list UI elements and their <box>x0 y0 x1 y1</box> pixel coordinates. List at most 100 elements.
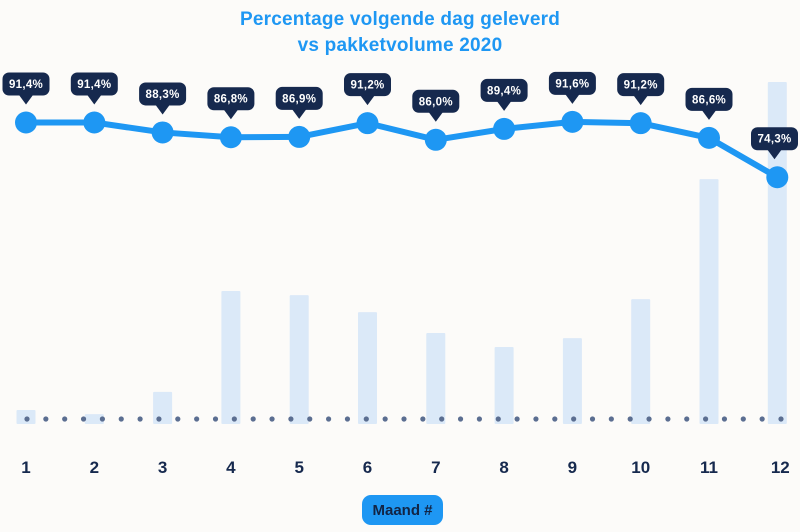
baseline-dot <box>99 416 105 422</box>
volume-bar <box>153 391 173 424</box>
baseline-dot <box>495 416 501 422</box>
callout-bubble <box>207 87 255 111</box>
baseline-dot <box>80 416 87 422</box>
baseline-dot <box>43 416 49 422</box>
baseline-dot <box>307 416 313 422</box>
baseline-dot <box>118 416 124 422</box>
line-point <box>356 112 379 135</box>
baseline-dot <box>703 416 709 422</box>
callout-value: 89,4% <box>487 85 521 97</box>
value-callout: 91,4% <box>2 72 50 105</box>
volume-bars <box>16 82 787 424</box>
baseline-dot <box>194 416 200 422</box>
callout-bubble <box>344 73 391 97</box>
baseline-dot <box>589 416 596 422</box>
x-axis-labels: 1 2 3 4 5 6 7 8 9 10 11 12 <box>21 458 789 477</box>
x-axis-label: 4 <box>226 458 236 477</box>
dotted-baseline <box>24 416 784 422</box>
callout-bubble <box>2 72 50 96</box>
callout-tail <box>292 109 307 119</box>
line-point <box>288 125 311 148</box>
line-point <box>629 112 652 135</box>
baseline-dot <box>778 416 784 422</box>
percentage-line <box>23 118 781 181</box>
volume-bar <box>426 333 446 424</box>
x-axis-label: 8 <box>499 458 508 477</box>
baseline-dot <box>684 416 690 422</box>
baseline-dot <box>665 416 671 422</box>
baseline-dot <box>156 416 162 422</box>
callout-value: 91,4% <box>77 79 111 91</box>
callout-value: 88,3% <box>146 89 180 101</box>
line-point <box>151 121 174 144</box>
value-callout: 88,3% <box>139 82 187 115</box>
callout-value: 86,0% <box>419 96 453 108</box>
chart-title-line1: Percentage volgende dag geleverd <box>239 9 560 30</box>
volume-bar <box>289 295 309 424</box>
x-axis-label: 10 <box>631 458 650 477</box>
value-callout: 74,3% <box>751 127 798 160</box>
callout-bubble <box>412 89 460 113</box>
baseline-dot <box>721 416 728 422</box>
callout-bubble <box>685 87 733 111</box>
baseline-dot <box>401 416 407 422</box>
callout-bubble <box>139 82 187 106</box>
baseline-dot <box>62 416 68 422</box>
baseline-dot <box>326 416 332 422</box>
line-point <box>424 128 447 151</box>
x-axis-title-badge: Maand # <box>362 495 443 525</box>
baseline-dot <box>137 416 143 422</box>
callout-tail <box>565 94 580 104</box>
baseline-dot <box>457 416 464 422</box>
baseline-dot <box>24 416 30 422</box>
volume-bar <box>84 414 104 424</box>
callout-tail <box>155 104 170 115</box>
callout-value: 91,4% <box>9 79 43 91</box>
callout-tail <box>360 95 375 106</box>
x-axis-label: 5 <box>294 458 303 477</box>
baseline-dot <box>382 416 388 422</box>
baseline-dot <box>646 416 652 422</box>
value-callout: 86,9% <box>275 86 323 119</box>
x-axis-label: 3 <box>158 458 167 477</box>
callout-tail <box>497 101 512 111</box>
line-point <box>493 117 516 140</box>
x-axis-label: 1 <box>21 458 30 477</box>
x-axis-label: 12 <box>771 458 790 477</box>
value-callout: 91,2% <box>344 73 391 106</box>
value-callouts: 91,4% 91,4% 88,3% 86,8% 86,9% 91,2% 86,0% 89,4%… <box>2 71 798 160</box>
baseline-dot <box>759 416 765 422</box>
baseline-dot <box>627 416 633 422</box>
callout-bubble <box>751 127 798 151</box>
volume-bar <box>358 312 377 424</box>
baseline-dot <box>608 416 614 422</box>
callout-tail <box>633 95 648 106</box>
line-point <box>766 166 789 189</box>
line-point <box>698 126 720 149</box>
line-point <box>219 126 242 149</box>
value-callout: 91,6% <box>548 71 596 104</box>
callout-tail <box>87 95 102 105</box>
baseline-dot <box>552 416 558 422</box>
baseline-dot <box>175 416 181 422</box>
callout-value: 86,6% <box>692 94 726 106</box>
x-axis-label: 7 <box>431 458 440 477</box>
x-axis-label: 6 <box>363 458 372 477</box>
line-point <box>83 111 106 134</box>
baseline-dot <box>363 416 369 422</box>
value-callout: 86,8% <box>207 87 255 120</box>
value-callout: 91,2% <box>617 73 665 106</box>
volume-bar <box>562 338 582 424</box>
callout-tail <box>19 95 33 105</box>
line-point <box>15 111 37 134</box>
callout-bubble <box>480 78 528 102</box>
value-callout: 86,0% <box>412 89 460 122</box>
callout-tail <box>428 112 443 122</box>
baseline-dot <box>740 416 746 422</box>
volume-bar <box>631 299 651 424</box>
baseline-dot <box>231 416 237 422</box>
callout-bubble <box>548 71 596 95</box>
baseline-dot <box>514 416 520 422</box>
